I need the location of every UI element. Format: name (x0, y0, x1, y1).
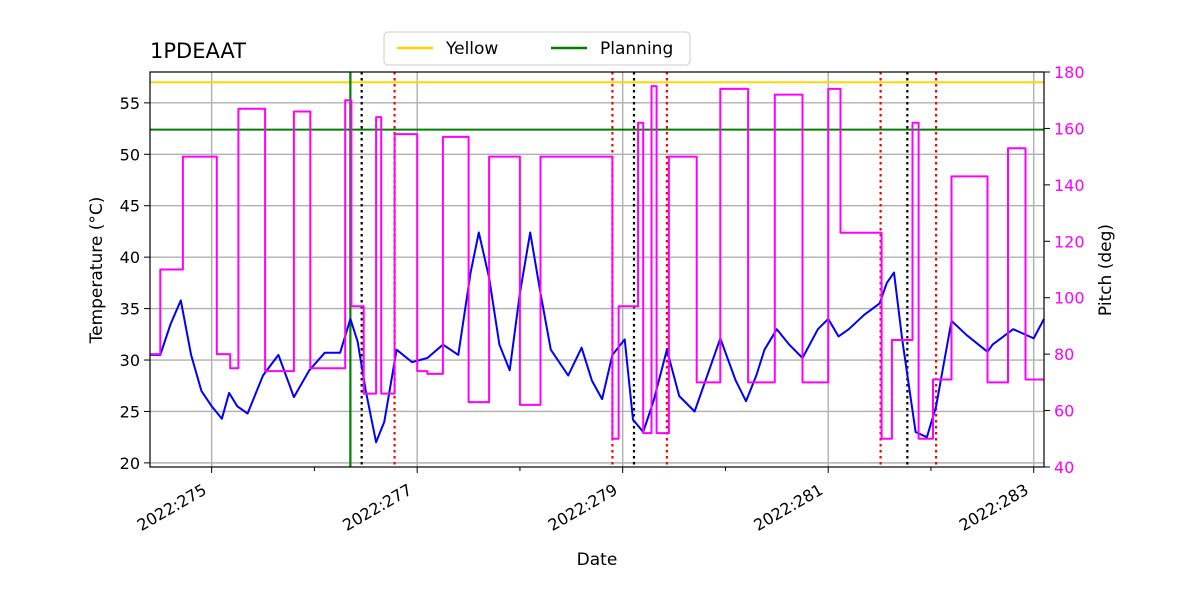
y-right-tick-label: 100 (1054, 289, 1085, 308)
y-left-tick-label: 25 (120, 402, 140, 421)
y-right-tick-label: 180 (1054, 63, 1085, 82)
y-right-tick-label: 60 (1054, 402, 1074, 421)
threshold-lines (150, 81, 1044, 131)
y-left-tick-label: 50 (120, 145, 140, 164)
legend-box (383, 31, 691, 66)
y-axis-right-title: Pitch (deg) (1096, 224, 1116, 316)
y-left-tick-label: 30 (120, 351, 140, 370)
legend: Yellow Planning (383, 31, 691, 66)
legend-label-planning: Planning (600, 39, 673, 59)
series-line-pitch (150, 85, 1044, 440)
series-lines (150, 85, 1045, 444)
y-left-tick-label: 45 (120, 197, 140, 216)
y-left-tick-label: 55 (120, 94, 140, 113)
y-axis-left-title: Temperature (°C) (87, 197, 107, 345)
y-right-tick-label: 80 (1054, 345, 1074, 364)
y-right-tick-label: 140 (1054, 176, 1085, 195)
x-axis-title: Date (577, 550, 618, 570)
event-lines (349, 72, 938, 467)
y-right-tick-label: 160 (1054, 119, 1085, 138)
y-left-tick-label: 20 (120, 454, 140, 473)
y-right-tick-label: 40 (1054, 458, 1074, 477)
grid (150, 72, 1044, 467)
plot-frame (149, 71, 1045, 468)
y-left-tick-label: 35 (120, 300, 140, 319)
legend-label-yellow: Yellow (445, 39, 498, 59)
y-right-tick-label: 120 (1054, 232, 1085, 251)
chart-title: 1PDEAAT (150, 39, 246, 63)
series-line-temperature (150, 231, 1045, 444)
y-left-tick-label: 40 (120, 248, 140, 267)
